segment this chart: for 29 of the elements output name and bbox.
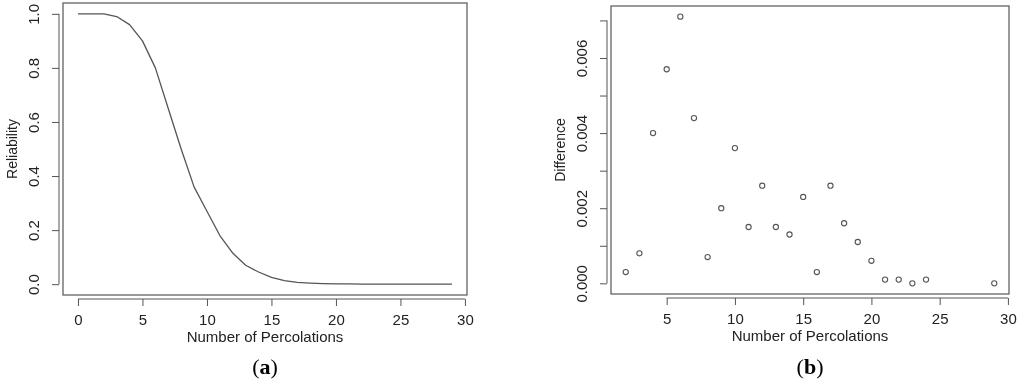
x-tick-label: 25 — [392, 310, 410, 328]
y-tick-label: 0.002 — [573, 189, 590, 228]
x-axis-title: Number of Percolations — [186, 328, 344, 345]
x-tick-label: 10 — [199, 310, 216, 328]
text: (b) — [796, 354, 824, 379]
x-tick-label: 5 — [138, 310, 148, 328]
x-tick-label: 25 — [931, 309, 949, 327]
y-tick-label: 0.0 — [25, 274, 42, 296]
x-tick-label: 15 — [263, 310, 281, 328]
y-tick-label: 0.004 — [573, 114, 590, 153]
text: (a) — [252, 354, 278, 379]
x-tick-label: 20 — [328, 310, 345, 328]
y-axis-title: Reliability — [4, 119, 20, 179]
x-tick-label: 20 — [863, 309, 881, 327]
y-tick-label: 0.000 — [573, 265, 590, 303]
y-tick-label: 0.6 — [25, 112, 42, 133]
y-axis-title: Difference — [552, 118, 568, 182]
x-tick-label: 10 — [727, 309, 744, 327]
x-tick-label: 0 — [74, 310, 83, 328]
y-tick-label: 0.8 — [25, 57, 42, 79]
x-tick-label: 30 — [1000, 309, 1017, 327]
x-tick-label: 30 — [457, 310, 474, 328]
y-tick-label: 0.4 — [25, 166, 42, 187]
x-tick-label: 15 — [795, 309, 813, 327]
x-axis-title: Number of Percolations — [731, 327, 889, 344]
y-tick-label: 0.2 — [25, 220, 42, 242]
y-tick-label: 1.0 — [25, 3, 42, 25]
x-tick-label: 5 — [663, 309, 672, 327]
y-tick-label: 0.006 — [573, 39, 590, 78]
